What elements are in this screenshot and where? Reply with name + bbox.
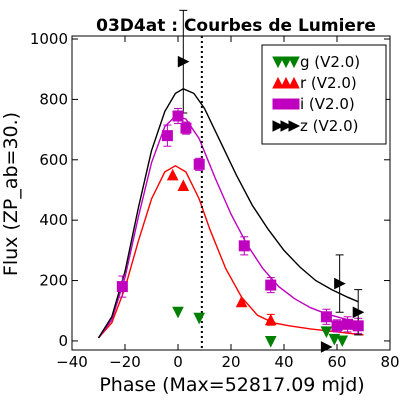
- y-tick-label: 400: [39, 211, 68, 229]
- point-g-band: [172, 306, 184, 319]
- point-i-band: [172, 110, 184, 122]
- point-r-band: [166, 168, 179, 181]
- point-g-band: [328, 333, 341, 346]
- point-i-band: [116, 281, 128, 293]
- legend: g (V2.0) r (V2.0) i (V2.0) z (V2.0): [261, 44, 387, 145]
- y-tick-label: 0: [58, 332, 68, 350]
- point-i-band: [161, 130, 173, 142]
- x-tick-label: −20: [109, 353, 141, 371]
- x-tick-label: 0: [173, 353, 183, 371]
- y-tick-label: 600: [39, 151, 68, 169]
- point-r-band: [177, 179, 190, 191]
- point-i-band: [180, 122, 192, 134]
- point-r-band: [264, 313, 277, 326]
- x-tick-label: 40: [274, 353, 293, 371]
- x-axis-label: Phase (Max=52817.09 mjd): [99, 374, 364, 396]
- legend-marker-z-band: [288, 120, 301, 132]
- x-tick-label: 60: [327, 353, 346, 371]
- data-points: [116, 55, 365, 353]
- point-z-band: [352, 306, 365, 319]
- legend-label-r-band: r (V2.0): [300, 74, 357, 92]
- point-g-band: [320, 326, 333, 339]
- y-tick-label: 800: [39, 90, 68, 108]
- point-z-band: [320, 341, 333, 353]
- point-z-band: [177, 55, 190, 68]
- legend-marker-z-band: [272, 120, 285, 132]
- legend-marker-r-band: [288, 76, 300, 89]
- y-tick-label: 1000: [30, 30, 68, 48]
- legend-label-g-band: g (V2.0): [300, 53, 360, 71]
- legend-marker-r-band: [272, 76, 284, 89]
- curve-z-band: [97, 88, 359, 339]
- y-tick-label: 200: [39, 272, 68, 290]
- legend-marker-z-band: [280, 120, 293, 132]
- point-g-band: [264, 336, 277, 348]
- legend-marker-r-band: [280, 76, 292, 89]
- legend-marker-i-band: [288, 98, 300, 110]
- legend-label-i-band: i (V2.0): [300, 95, 355, 113]
- y-axis-label: Flux (ZP_ab=30.): [0, 112, 22, 276]
- plot-area: [71, 35, 391, 351]
- point-i-band: [265, 279, 277, 291]
- curve-i-band: [97, 115, 364, 339]
- point-z-band: [334, 277, 346, 290]
- point-i-band: [193, 158, 205, 170]
- x-tick-label: −40: [56, 353, 88, 371]
- curve-r-band: [97, 164, 364, 339]
- point-g-band: [336, 335, 349, 348]
- point-g-band: [193, 312, 206, 325]
- chart-title: 03D4at : Courbes de Lumiere: [96, 16, 376, 36]
- point-i-band: [320, 311, 332, 323]
- point-i-band: [342, 318, 354, 330]
- legend-marker-g-band: [288, 56, 300, 69]
- point-r-band: [235, 295, 248, 308]
- x-tick-label: 80: [380, 353, 399, 371]
- point-i-band: [238, 240, 250, 252]
- legend-label-z-band: z (V2.0): [300, 117, 358, 135]
- legend-marker-g-band: [280, 56, 292, 69]
- x-tick-label: 20: [221, 353, 240, 371]
- legend-marker-g-band: [272, 56, 284, 69]
- point-i-band: [352, 320, 364, 332]
- point-i-band: [331, 320, 343, 332]
